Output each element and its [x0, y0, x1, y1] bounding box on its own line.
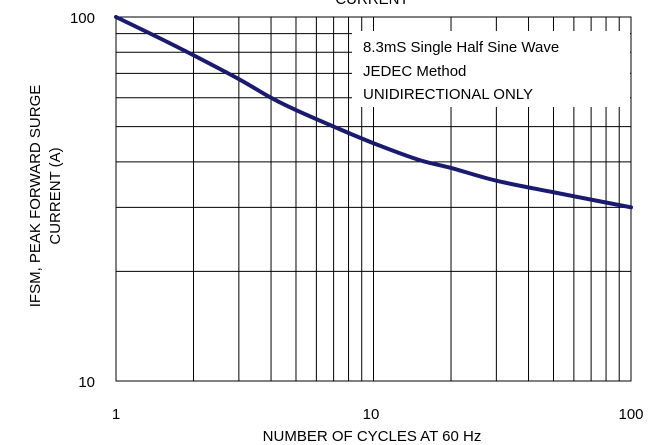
x-axis-label: NUMBER OF CYCLES AT 60 Hz	[263, 428, 482, 445]
annotation-box: 8.3mS Single Half Sine Wave JEDEC Method…	[352, 31, 630, 107]
annotation-line-2: JEDEC Method	[363, 63, 466, 80]
chart-title: CURRENT	[335, 0, 408, 8]
y-axis-label: IFSM, PEAK FORWARD SURGE CURRENT (A)	[27, 85, 64, 308]
y-tick-label: 100	[70, 10, 95, 27]
x-tick-label: 1	[112, 406, 120, 423]
plot-area-frame	[115, 16, 632, 382]
y-tick-labels: 100 10	[70, 10, 95, 391]
y-axis-label-line-2: CURRENT (A)	[47, 147, 64, 244]
annotation-line-3: UNIDIRECTIONAL ONLY	[363, 86, 533, 103]
y-axis-label-line-1: IFSM, PEAK FORWARD SURGE	[27, 85, 44, 308]
x-tick-label: 10	[363, 406, 380, 423]
annotation-line-1: 8.3mS Single Half Sine Wave	[363, 39, 559, 56]
surge-current-curve	[114, 15, 633, 210]
x-tick-labels: 1 10 100	[112, 406, 644, 423]
y-tick-label: 10	[78, 374, 95, 391]
series-layer	[114, 15, 633, 210]
x-tick-label: 100	[618, 406, 643, 423]
